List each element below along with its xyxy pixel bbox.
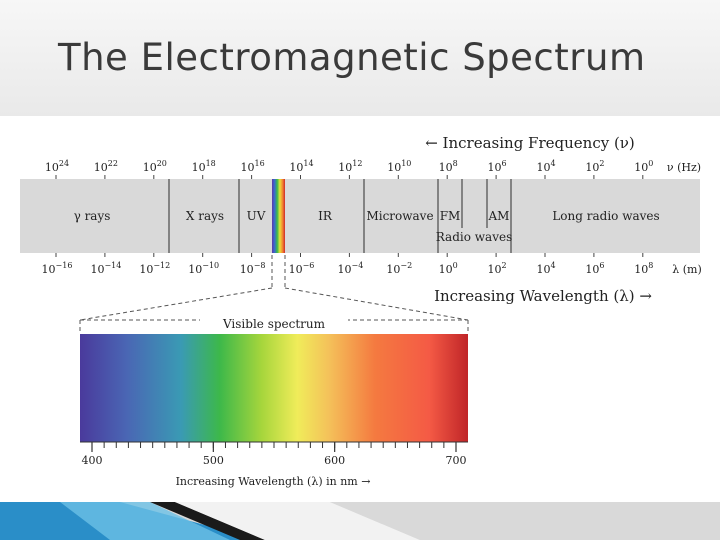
frequency-tick-label: 104 [536, 159, 555, 174]
wavelength-tick-label: 106 [585, 261, 604, 276]
footer-band [0, 502, 720, 540]
wavelength-ticks: 10−16 10−14 10−12 10−10 10−8 10−6 10−4 10−2 100 1… [42, 261, 654, 276]
wavelength-tick-label: 10−10 [188, 261, 219, 276]
wavelength-tick-label: 10−12 [139, 261, 170, 276]
wavelength-tick-label: 100 [439, 261, 458, 276]
visible-axis-label: Increasing Wavelength (λ) in nm → [176, 475, 371, 488]
frequency-axis-label: ← Increasing Frequency (ν) [425, 134, 635, 152]
band-label-ir: IR [318, 209, 333, 223]
band-ticks-bottom [55, 253, 644, 257]
visible-tick-label: 700 [446, 454, 467, 467]
band-label-long-radio: Long radio waves [552, 209, 659, 223]
spectrum-band [20, 179, 700, 253]
visible-tick-label: 400 [82, 454, 103, 467]
visible-tick-label: 500 [203, 454, 224, 467]
visible-tick-label: 600 [324, 454, 345, 467]
band-ticks-top [55, 175, 644, 179]
footer-swoosh [0, 502, 720, 540]
band-label-gamma: γ rays [74, 209, 111, 223]
title-band [0, 0, 720, 116]
wavelength-tick-label: 10−4 [338, 261, 364, 276]
frequency-tick-label: 1010 [387, 159, 411, 174]
wavelength-axis-label: Increasing Wavelength (λ) → [434, 287, 652, 305]
visible-strip [272, 179, 285, 253]
band-label-fm: FM [440, 209, 461, 223]
slide-title: The Electromagnetic Spectrum [58, 36, 646, 79]
zoom-lines [79, 255, 469, 333]
visible-spectrum-bar [80, 334, 468, 442]
wavelength-tick-label: 102 [488, 261, 507, 276]
em-spectrum-diagram: ← Increasing Frequency (ν) 1024 1022 1020 1… [20, 134, 702, 488]
frequency-tick-label: 1016 [241, 159, 265, 174]
frequency-tick-label: 1014 [289, 159, 313, 174]
frequency-tick-label: 1022 [94, 159, 118, 174]
band-label-xray: X rays [186, 209, 224, 223]
wavelength-unit: λ (m) [672, 263, 701, 276]
band-label-am: AM [488, 209, 510, 223]
visible-minor-ticks [91, 442, 457, 448]
wavelength-tick-label: 108 [634, 261, 653, 276]
wavelength-tick-label: 10−14 [90, 261, 121, 276]
frequency-tick-label: 1020 [143, 159, 167, 174]
wavelength-tick-label: 104 [536, 261, 555, 276]
band-label-radio: Radio waves [436, 230, 513, 244]
frequency-unit: ν (Hz) [667, 161, 701, 174]
frequency-tick-label: 1018 [192, 159, 216, 174]
visible-ticks: 400 500 600 700 [82, 442, 467, 467]
frequency-tick-label: 102 [585, 159, 604, 174]
frequency-tick-label: 1024 [45, 159, 69, 174]
frequency-tick-label: 100 [634, 159, 653, 174]
band-label-microwave: Microwave [366, 209, 433, 223]
frequency-ticks: 1024 1022 1020 1018 1016 1014 1012 1010 108 106 10… [45, 159, 653, 174]
wavelength-tick-label: 10−2 [386, 261, 412, 276]
wavelength-tick-label: 10−16 [42, 261, 73, 276]
frequency-tick-label: 1012 [338, 159, 362, 174]
band-label-uv: UV [247, 209, 266, 223]
frequency-tick-label: 106 [488, 159, 507, 174]
frequency-tick-label: 108 [439, 159, 458, 174]
wavelength-tick-label: 10−6 [289, 261, 315, 276]
visible-spectrum-label: Visible spectrum [222, 317, 326, 331]
wavelength-tick-label: 10−8 [240, 261, 266, 276]
